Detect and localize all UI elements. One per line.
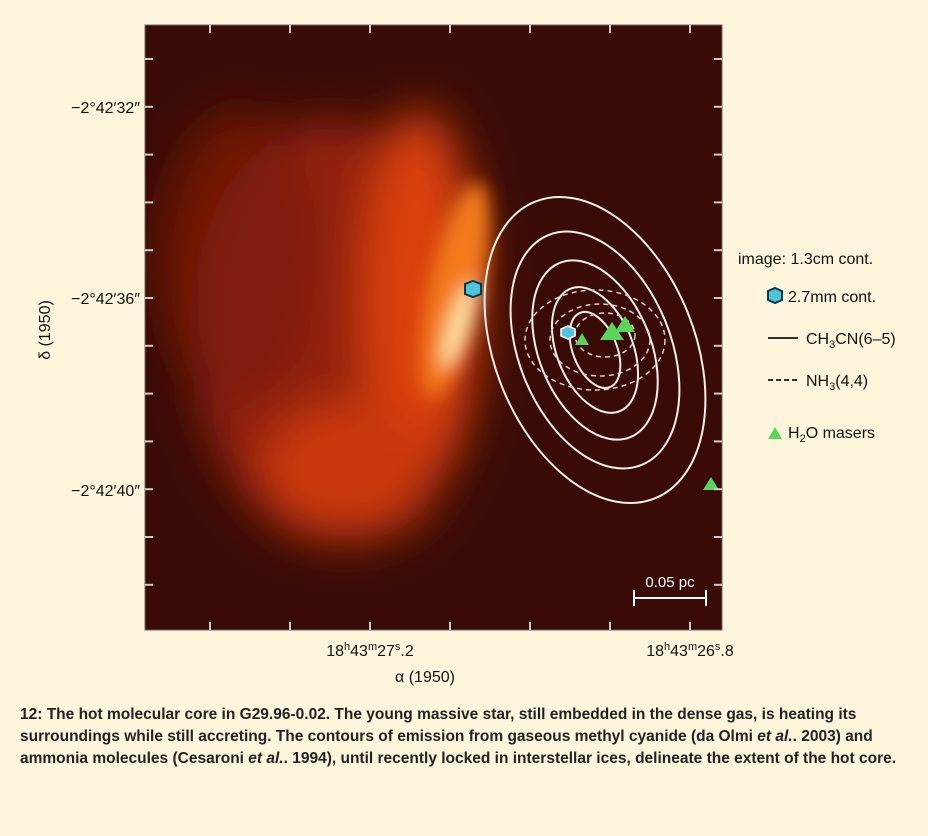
y-axis-title: δ (1950) bbox=[37, 300, 54, 360]
scale-bar-label: 0.05 pc bbox=[645, 574, 695, 591]
y-tick-label: −2°42′40″ bbox=[71, 483, 140, 500]
caption: 12: The hot molecular core in G29.96-0.0… bbox=[20, 706, 897, 767]
frame bbox=[144, 24, 723, 631]
legend-symbol bbox=[767, 286, 783, 305]
legend-label: H2O masers bbox=[788, 425, 875, 445]
legend-symbol bbox=[768, 427, 782, 439]
x-axis-title: α (1950) bbox=[395, 669, 455, 686]
contours bbox=[483, 195, 707, 505]
hexagon bbox=[464, 279, 482, 299]
y-tick-label: −2°42′36″ bbox=[71, 291, 140, 308]
x-tick-label: 18h43m26s.8 bbox=[646, 641, 734, 660]
hexagon bbox=[560, 325, 576, 340]
legend-title: image: 1.3cm cont. bbox=[738, 251, 873, 268]
ticks bbox=[145, 25, 722, 630]
x-tick-label: 18h43m27s.2 bbox=[326, 641, 414, 660]
map-image bbox=[145, 25, 722, 630]
legend-label: 2.7mm cont. bbox=[788, 289, 876, 306]
legend-label: CH3CN(6–5) bbox=[806, 331, 896, 351]
figure: 0.05 pc −2°42′32″ −2°42′36″ −2°42′40″ δ … bbox=[37, 24, 896, 686]
scale-bar bbox=[633, 590, 707, 606]
masers bbox=[575, 316, 719, 490]
legend-label: NH3(4,4) bbox=[806, 373, 868, 393]
y-tick-label: −2°42′32″ bbox=[71, 100, 140, 117]
